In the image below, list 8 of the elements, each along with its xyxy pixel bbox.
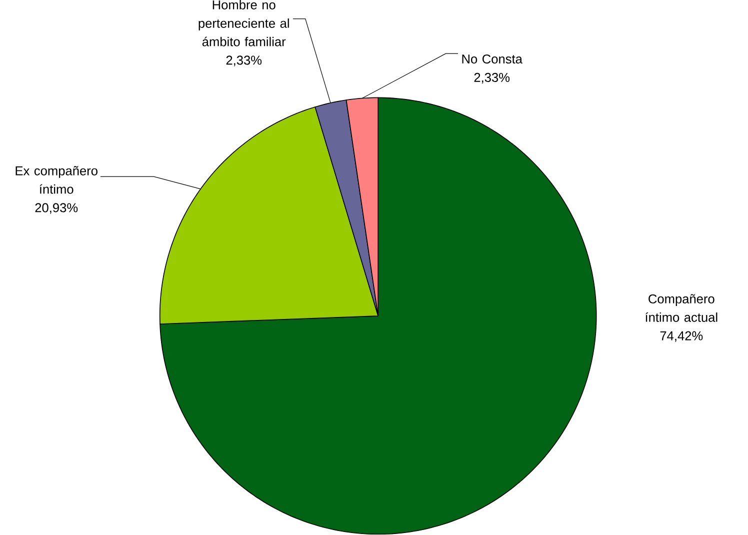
data-label: 74,42%: [660, 331, 703, 342]
data-label: 2,33%: [474, 73, 510, 84]
slice-label: Compañero íntimo actual: [646, 294, 718, 322]
slice-label: Ex compañero íntimo: [16, 166, 98, 194]
slice-label: No Consta: [462, 54, 522, 64]
data-label: 2,33%: [226, 56, 262, 66]
data-label: 20,93%: [35, 203, 78, 214]
slice-label: Hombre no perteneciente al ámbito familiar: [198, 0, 289, 46]
